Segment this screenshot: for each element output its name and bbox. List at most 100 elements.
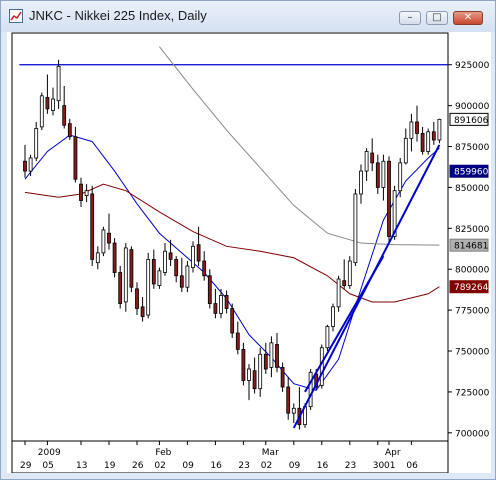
candle-body [353, 193, 358, 264]
candle-body [331, 306, 335, 327]
candle-body [247, 368, 251, 381]
candle-body [308, 371, 313, 408]
x-axis-bar [11, 440, 449, 473]
candle-body [375, 162, 380, 188]
candle-body [168, 252, 173, 260]
y-tick-label: 925000 [455, 61, 490, 71]
maximize-icon: □ [432, 12, 442, 23]
candle-body [347, 260, 352, 286]
candle-body [73, 136, 78, 180]
candle-body [163, 250, 167, 273]
y-tick-label: 900000 [455, 102, 490, 112]
candle-body [426, 131, 431, 152]
candle-body [359, 170, 363, 195]
candle-body [146, 259, 151, 316]
candle-body [191, 245, 195, 268]
trendline [304, 255, 385, 393]
moving-average-line [24, 134, 440, 391]
candle-body [23, 160, 27, 172]
candle-body [213, 303, 218, 314]
close-icon: ✕ [463, 12, 473, 23]
y-tick-label: 875000 [455, 143, 490, 153]
candle-body [398, 162, 403, 192]
candle-body [420, 133, 425, 152]
candle-body [112, 242, 117, 273]
candle-body [174, 259, 179, 277]
candle-body [415, 121, 419, 134]
x-month-label: Feb [155, 448, 171, 458]
price-tag [449, 164, 489, 178]
x-day-label: 19 [104, 461, 116, 471]
candle-body [381, 160, 386, 188]
candle-body [84, 190, 89, 197]
candle-body [275, 344, 279, 368]
y-tick-label: 700000 [455, 429, 490, 439]
x-day-label: 26 [132, 461, 144, 471]
x-day-label: 02 [261, 461, 272, 471]
candle-body [280, 366, 285, 388]
candle-body [387, 160, 391, 237]
candle-body [129, 249, 134, 288]
candle-body [140, 306, 145, 318]
candle-body [224, 294, 229, 309]
candle-body [118, 272, 123, 304]
candle-body [336, 278, 341, 308]
candle-body [185, 265, 190, 288]
candle-body [39, 95, 44, 128]
candle-body [67, 123, 72, 138]
candle-body [392, 190, 397, 237]
candle-body [291, 407, 296, 414]
candle-body [403, 137, 408, 164]
price-tag [449, 238, 489, 252]
candle-body [56, 65, 61, 102]
candle-body [437, 118, 442, 141]
candle-body [157, 270, 162, 286]
price-tag-label: 859960 [454, 168, 489, 178]
candle-body [409, 121, 414, 139]
candle-body [241, 348, 246, 381]
x-day-label: 05 [42, 461, 53, 471]
candle-body [342, 280, 347, 286]
candle-body [370, 152, 375, 164]
x-month-label: Apr [385, 448, 401, 458]
candle-body [123, 247, 128, 303]
price-tag-label: 814681 [454, 242, 488, 252]
candle-body [135, 288, 139, 309]
candle-body [45, 97, 50, 110]
y-tick-label: 775000 [455, 307, 490, 317]
x-day-label: 30 [373, 461, 385, 471]
candle-body [28, 157, 33, 172]
x-month-label: 2009 [38, 448, 61, 458]
candle-body [219, 294, 223, 314]
candle-body [269, 342, 274, 368]
candle-body [179, 275, 184, 288]
x-day-label: 16 [210, 461, 222, 471]
candle-body [196, 244, 201, 262]
x-day-label: 29 [20, 461, 32, 471]
window-title: JNKC - Nikkei 225 Index, Daily [29, 8, 207, 23]
chart-app-icon [9, 9, 23, 23]
x-day-label: 09 [289, 461, 301, 471]
candle-body [207, 275, 212, 304]
candle-body [79, 183, 83, 201]
x-day-label: 23 [238, 461, 249, 471]
title-bar[interactable]: JNKC - Nikkei 225 Index, Daily – □ ✕ [1, 1, 495, 32]
candle-body [252, 370, 257, 390]
x-day-label: 09 [182, 461, 194, 471]
x-day-label: 13 [76, 461, 87, 471]
candle-body [230, 308, 235, 334]
candle-body [107, 232, 111, 244]
y-tick-label: 725000 [455, 388, 490, 398]
price-tag-label: 789264 [454, 283, 489, 293]
candle-body [51, 98, 55, 111]
chart-area[interactable]: 925000 900000 875000 850000 825000 800000 7750… [7, 32, 491, 473]
price-chart[interactable]: 925000 900000 875000 850000 825000 800000 7750… [7, 32, 491, 473]
x-day-label: 23 [345, 461, 356, 471]
minimize-button[interactable]: – [399, 11, 421, 25]
maximize-button[interactable]: □ [426, 11, 448, 25]
price-tag [449, 112, 489, 126]
price-tag-label: 891606 [454, 116, 489, 126]
x-day-label: 02 [154, 461, 165, 471]
close-button[interactable]: ✕ [453, 11, 483, 25]
y-tick-label: 800000 [455, 266, 490, 276]
